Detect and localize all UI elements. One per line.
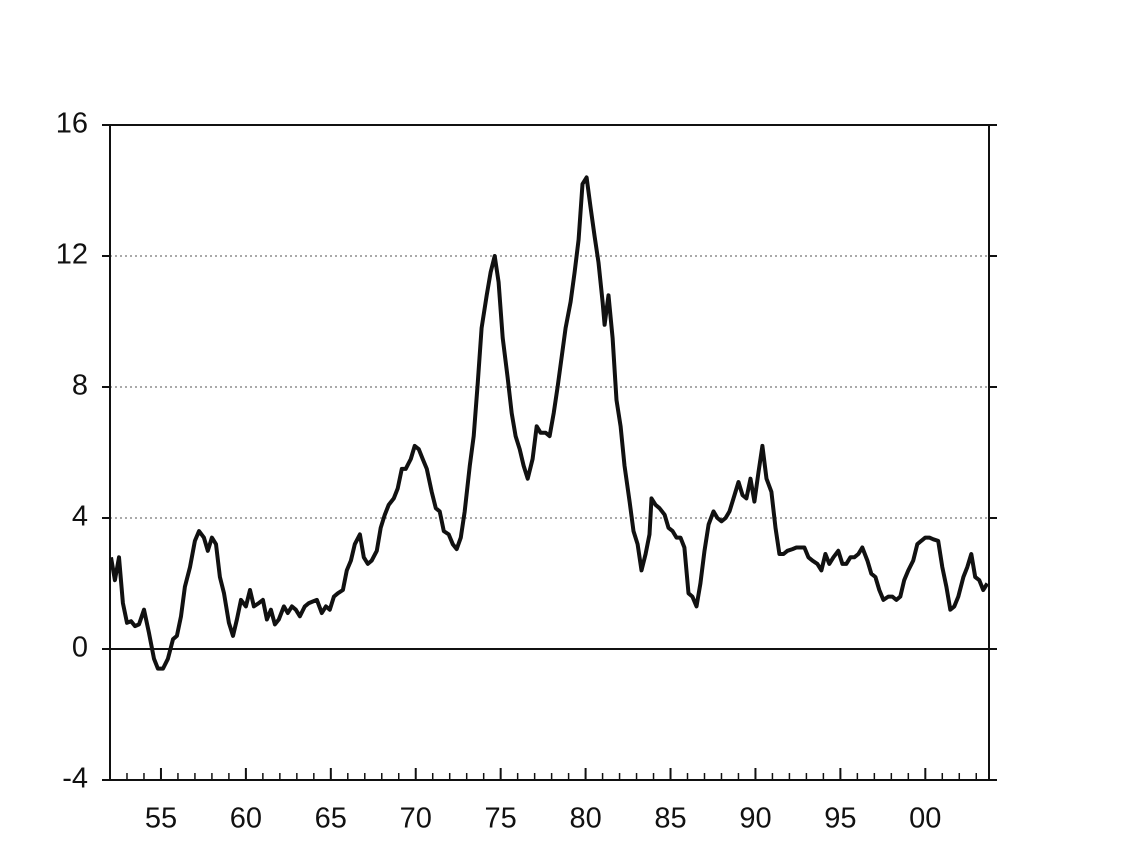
x-tick-label: 90 <box>739 803 771 835</box>
y-tick-label: 12 <box>56 239 88 271</box>
x-tick-label: 60 <box>230 803 262 835</box>
data-line <box>109 175 989 671</box>
y-tick-label: 16 <box>56 108 88 140</box>
y-tick-label: 4 <box>72 501 88 533</box>
x-tick-label: 65 <box>315 803 347 835</box>
x-tick-label: 55 <box>145 803 177 835</box>
x-tick-label: 95 <box>824 803 856 835</box>
x-tick-label: 85 <box>654 803 686 835</box>
x-tick-label: 75 <box>485 803 517 835</box>
x-tick-label: 80 <box>569 803 601 835</box>
x-tick-label: 70 <box>400 803 432 835</box>
y-tick-label: -4 <box>62 763 88 795</box>
x-tick-label: 00 <box>909 803 941 835</box>
y-tick-label: 0 <box>72 632 88 664</box>
plot-frame <box>109 124 990 781</box>
y-tick-label: 8 <box>72 370 88 402</box>
